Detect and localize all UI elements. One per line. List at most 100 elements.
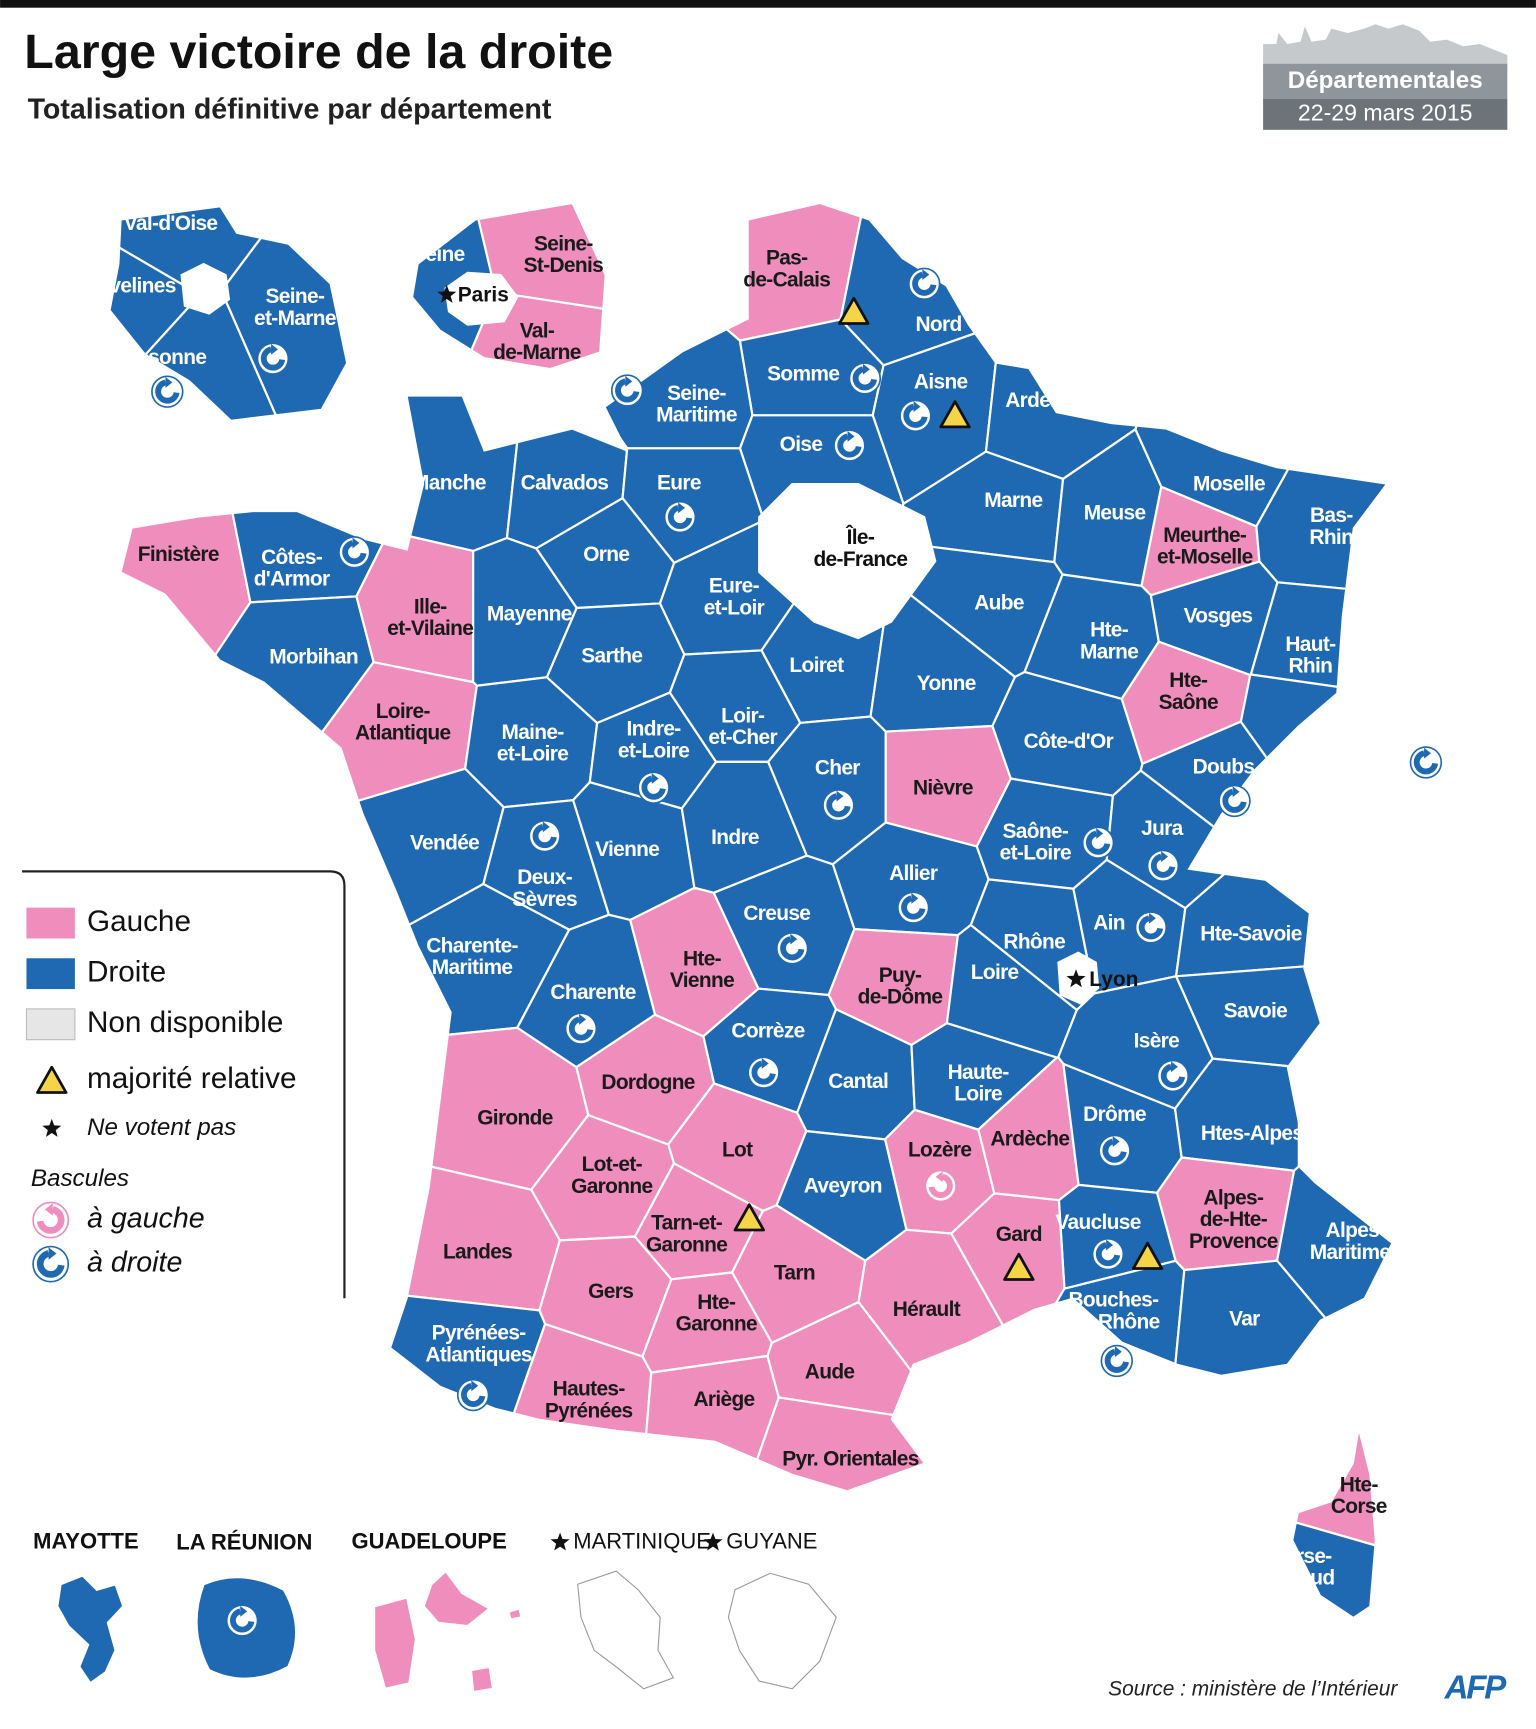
- swing-icon: [528, 819, 561, 853]
- department-label: Territoire-de-Belfort: [1297, 740, 1390, 785]
- swing-arrowhead: [1106, 1239, 1114, 1251]
- swing-arrow: [837, 433, 862, 458]
- swing-arrow: [751, 1060, 776, 1085]
- department-label: Bouches-du-Rhône: [1067, 1288, 1159, 1333]
- swing-arrowhead: [761, 1058, 769, 1069]
- department-label: Lozère: [908, 1138, 971, 1161]
- legend-label: Ne votent pas: [87, 1114, 236, 1141]
- department-label: Puy-de-Dôme: [858, 964, 943, 1009]
- swing-arrowhead: [1232, 786, 1240, 798]
- department-label: Hte-Marne: [1080, 618, 1138, 663]
- overseas-label: GUYANE: [726, 1528, 817, 1553]
- swing-icon: [610, 374, 644, 407]
- department-label: Vaucluse: [1055, 1211, 1140, 1234]
- legend-swatch: [26, 907, 75, 939]
- swing-arrowhead: [836, 790, 844, 802]
- legend-label: Bascules: [31, 1165, 129, 1192]
- department-label: Tarn: [774, 1262, 815, 1285]
- relative-majority: [733, 1203, 765, 1232]
- swing-arrow: [1160, 1063, 1186, 1088]
- logo: AFP: [1444, 1669, 1508, 1706]
- department-label: Rhône: [1003, 930, 1065, 953]
- swing-arrow: [36, 1250, 65, 1278]
- coast: [412, 202, 606, 370]
- department-label: Pas-de-Calais: [743, 246, 830, 291]
- department-label: Indre-et-Loire: [618, 717, 689, 762]
- city-label: Paris: [458, 283, 509, 306]
- overseas-label: GUADELOUPE: [352, 1528, 507, 1553]
- hole: [758, 482, 937, 640]
- swing-arrow: [1085, 830, 1111, 855]
- swing-arrow: [903, 403, 928, 428]
- badge-bottom: [1263, 99, 1508, 130]
- swing-arrowhead: [579, 1014, 587, 1025]
- department-label: Yvelines: [97, 275, 175, 298]
- swing-icon: [1134, 911, 1168, 944]
- swing-arrow: [230, 1608, 255, 1633]
- department-label: Seine-et-Marne: [254, 285, 336, 330]
- no-vote-star: [550, 1532, 570, 1551]
- no-vote-star: [703, 1532, 723, 1551]
- swing-icon: [32, 1245, 70, 1283]
- department-label: Somme: [767, 363, 839, 386]
- region: [1292, 1430, 1376, 1618]
- swing-arrowhead: [625, 375, 633, 387]
- department-label: Côtes-d'Armor: [254, 545, 330, 590]
- swing-arrowhead: [240, 1605, 248, 1617]
- legend-frame: [22, 870, 346, 1299]
- department-label: Cantal: [828, 1070, 888, 1093]
- swing-arrowhead: [352, 537, 360, 549]
- hole: [444, 271, 519, 326]
- swing-icon: [32, 1201, 70, 1239]
- swing-icon: [1146, 849, 1180, 883]
- swing-arrow: [342, 540, 367, 565]
- department-label: Gironde: [477, 1106, 553, 1129]
- swing-arrowhead: [678, 502, 686, 514]
- department-label: Landes: [443, 1241, 512, 1264]
- swing-icon: [663, 500, 697, 534]
- overseas-territory: [577, 1570, 675, 1690]
- swing-arrowhead: [935, 1171, 943, 1183]
- swing-arrow: [780, 936, 805, 961]
- swing-arrowhead: [542, 821, 550, 833]
- department-label: Hte-Vienne: [670, 947, 734, 992]
- department-label: Savoie: [1224, 1000, 1287, 1023]
- department-label: Alpes-Maritimes: [1310, 1219, 1402, 1264]
- department-label: Loiret: [789, 654, 844, 677]
- department-label: Deux-Sèvres: [512, 866, 577, 911]
- swing-arrow: [912, 271, 937, 296]
- swing-arrowhead: [911, 893, 919, 904]
- department-label: Orne: [583, 543, 629, 566]
- department-label: Htes-Alpes: [1201, 1122, 1304, 1145]
- department-label: Lot: [722, 1138, 753, 1161]
- swing-icon: [151, 375, 184, 408]
- coast: [109, 206, 348, 421]
- department-label: Côte-d'Or: [1024, 730, 1114, 753]
- swing-arrowhead: [913, 401, 921, 413]
- swing-arrow: [1150, 853, 1176, 878]
- department-label: Corse-du-Sud: [1267, 1544, 1335, 1589]
- swing-icon: [1098, 1134, 1131, 1168]
- department-label: Aveyron: [804, 1175, 882, 1198]
- overseas-label: LA RÉUNION: [176, 1529, 312, 1554]
- department-label: Manche: [412, 472, 486, 495]
- department-label: Seine-St-Denis: [524, 232, 603, 277]
- department-label: Aude: [805, 1361, 855, 1384]
- department-label: Creuse: [743, 902, 810, 925]
- department-label: Eure: [657, 472, 701, 495]
- overseas-label: MARTINIQUE: [573, 1528, 711, 1553]
- department-label: Allier: [889, 862, 938, 885]
- swing-arrow: [1104, 1348, 1129, 1373]
- swing-arrowhead: [1114, 1346, 1122, 1358]
- department: [471, 203, 606, 312]
- relative-majority: [838, 296, 870, 325]
- department-label: Alpes-de-Hte-Provence: [1189, 1186, 1278, 1252]
- department-label: Nièvre: [913, 776, 973, 799]
- department-label: Charente: [550, 981, 635, 1004]
- department-label: Eure-et-Loir: [704, 574, 765, 619]
- swing-arrow: [1095, 1242, 1121, 1267]
- legend: Gauche Droite Non disponible majorité re…: [22, 870, 346, 1299]
- department-label: Sarthe: [581, 644, 642, 667]
- department-label: Hte-Savoie: [1200, 923, 1301, 946]
